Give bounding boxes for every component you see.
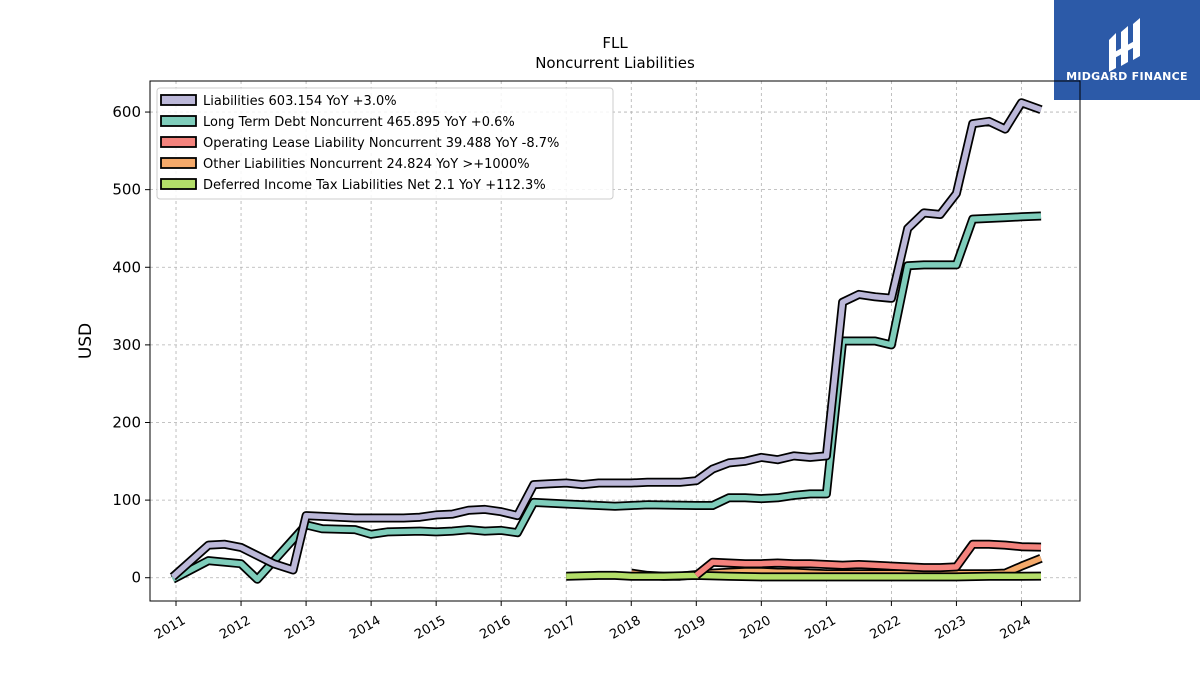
series-line-fill [170,99,1042,579]
x-tick-label: 2016 [477,613,513,643]
series-line [169,98,1043,581]
x-tick-label: 2011 [152,613,188,643]
legend-box [156,87,614,200]
legend-swatch [160,157,197,169]
legend-swatch [160,178,197,190]
x-tick-label: 2020 [737,613,773,643]
legend-swatch [160,94,197,106]
legend-label: Other Liabilities Noncurrent 24.824 YoY … [203,157,530,172]
logo-text: MIDGARD FINANCE [1066,70,1188,83]
y-tick-label: 200 [112,413,141,431]
x-tick-label: 2013 [282,613,318,643]
y-tick-label: 600 [112,103,141,121]
legend-swatch [160,136,197,148]
legend-label: Liabilities 603.154 YoY +3.0% [203,94,397,109]
x-tick-label: 2014 [347,613,383,643]
x-tick-label: 2018 [607,613,643,643]
plot-series [169,98,1043,584]
x-tick-label: 2012 [217,613,253,643]
x-tick-label: 2017 [542,613,578,643]
x-tick-label: 2021 [803,613,839,643]
legend: Liabilities 603.154 YoY +3.0% Long Term D… [156,87,614,200]
series-line [170,211,1042,584]
x-ticks: 2011 2012 2013 2014 2015 2016 2017 2018 2019 2020… [152,601,1034,643]
y-tick-label: 500 [112,181,141,199]
x-tick-label: 2019 [672,613,708,643]
legend-label: Operating Lease Liability Noncurrent 39.… [203,136,559,151]
legend-label: Long Term Debt Noncurrent 465.895 YoY +0… [203,115,515,130]
y-tick-label: 400 [112,258,141,276]
chart-title: FLL [602,34,628,52]
x-tick-label: 2022 [868,613,904,643]
series-line-fill [694,541,1042,578]
x-tick-label: 2015 [412,613,448,643]
plot-frame [149,80,1081,602]
y-axis-label: USD [76,323,96,359]
x-tick-label: 2023 [933,613,969,643]
series-line [566,570,1042,582]
logo: MIDGARD FINANCE [1054,0,1200,100]
y-tick-label: 300 [112,336,141,354]
legend-swatch [160,115,197,127]
logo-mark-icon [1109,18,1140,72]
series-line-fill [171,213,1042,583]
series-line [693,539,1042,579]
legend-label: Deferred Income Tax Liabilities Net 2.1 … [203,178,546,193]
y-ticks: 0 100 200 300 400 500 600 [112,103,150,587]
series-line-fill [566,572,1042,580]
y-tick-label: 100 [112,491,141,509]
chart-subtitle: Noncurrent Liabilities [535,54,695,72]
y-tick-label: 0 [131,569,141,587]
x-tick-label: 2024 [998,613,1034,643]
